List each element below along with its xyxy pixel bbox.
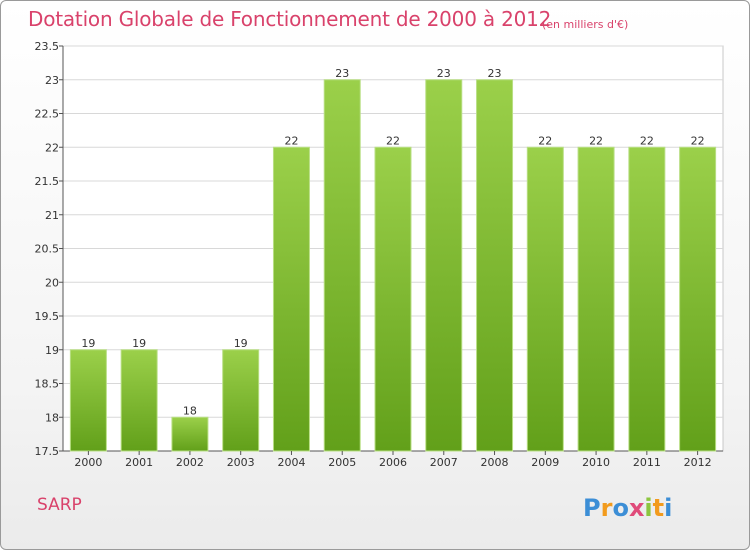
y-tick-label: 22 <box>45 141 59 154</box>
x-tick-label: 2003 <box>227 456 255 469</box>
bar-value-label: 22 <box>284 134 298 147</box>
bar-2002 <box>171 416 209 452</box>
bar-value-label: 19 <box>132 337 146 350</box>
proxiti-logo: Proxiti <box>583 494 672 522</box>
y-tick-label: 22.5 <box>35 108 60 121</box>
bar-value-label: 22 <box>640 134 654 147</box>
bar-2004 <box>272 146 310 452</box>
bar-2012 <box>679 146 717 452</box>
y-tick-label: 18 <box>45 411 59 424</box>
y-tick-label: 20 <box>45 276 59 289</box>
bar-2003 <box>222 349 260 452</box>
bar-value-label: 22 <box>589 134 603 147</box>
bar-value-label: 22 <box>386 134 400 147</box>
bar-value-label: 22 <box>691 134 705 147</box>
x-tick-label: 2008 <box>481 456 509 469</box>
y-tick-label: 18.5 <box>35 378 60 391</box>
y-tick-label: 23 <box>45 74 59 87</box>
x-tick-label: 2000 <box>74 456 102 469</box>
bar-value-label: 23 <box>437 67 451 80</box>
y-tick-label: 19.5 <box>35 310 60 323</box>
commune-name: SARP <box>37 495 82 515</box>
bar-2011 <box>628 146 666 452</box>
bar-2008 <box>476 79 514 452</box>
bar-value-label: 22 <box>538 134 552 147</box>
x-tick-label: 2009 <box>531 456 559 469</box>
bar-2009 <box>526 146 564 452</box>
bar-2007 <box>425 79 463 452</box>
proxiti-logo-text: Proxiti <box>583 494 672 522</box>
chart-unit: (en milliers d'€) <box>542 18 629 31</box>
y-tick-label: 17.5 <box>35 445 60 458</box>
x-tick-label: 2005 <box>328 456 356 469</box>
x-tick-label: 2004 <box>277 456 305 469</box>
bar-2010 <box>577 146 615 452</box>
y-tick-label: 23.5 <box>35 40 60 53</box>
y-tick-label: 21.5 <box>35 175 60 188</box>
bar-value-label: 23 <box>488 67 502 80</box>
y-tick-label: 20.5 <box>35 243 60 256</box>
x-tick-label: 2010 <box>582 456 610 469</box>
bar-2001 <box>120 349 158 452</box>
bar-value-label: 23 <box>335 67 349 80</box>
x-tick-label: 2007 <box>430 456 458 469</box>
x-tick-label: 2011 <box>633 456 661 469</box>
y-tick-label: 21 <box>45 209 59 222</box>
bar-value-label: 19 <box>234 337 248 350</box>
bar-value-label: 19 <box>81 337 95 350</box>
x-tick-label: 2012 <box>684 456 712 469</box>
y-tick-label: 19 <box>45 344 59 357</box>
x-tick-label: 2006 <box>379 456 407 469</box>
x-tick-label: 2002 <box>176 456 204 469</box>
bar-2000 <box>69 349 107 452</box>
x-tick-label: 2001 <box>125 456 153 469</box>
bar-value-label: 18 <box>183 404 197 417</box>
chart-title: Dotation Globale de Fonctionnement de 20… <box>28 7 552 31</box>
bar-2005 <box>323 79 361 452</box>
bar-2006 <box>374 146 412 452</box>
